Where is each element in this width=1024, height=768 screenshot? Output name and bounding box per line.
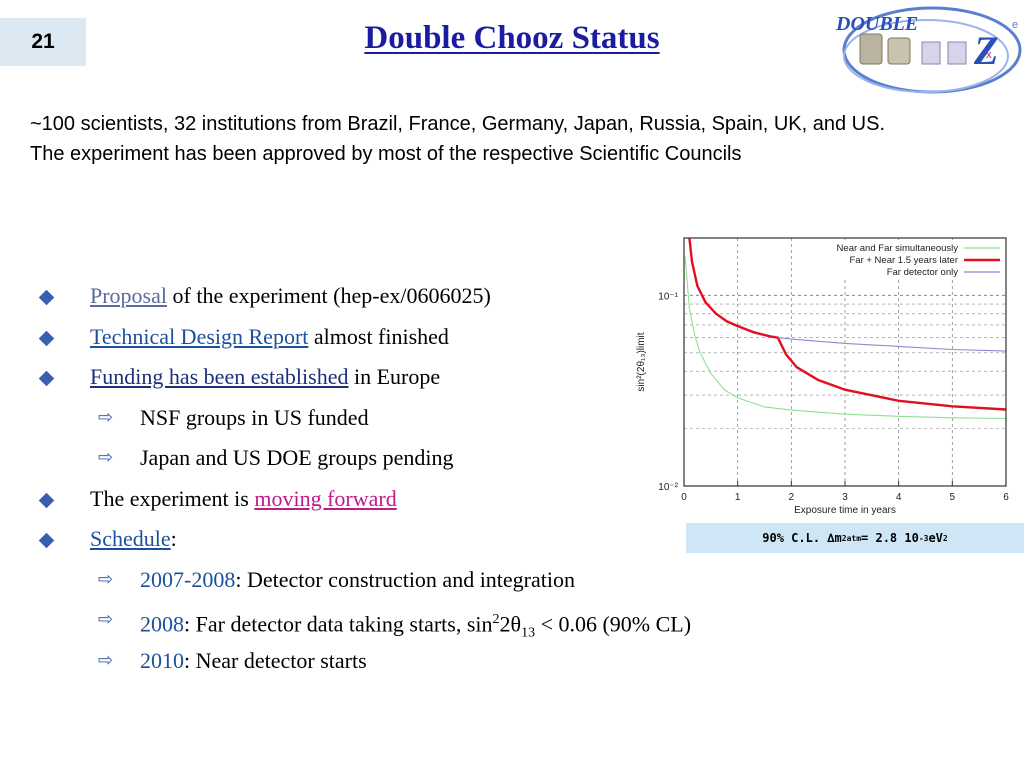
caption-dm-sup: 2 — [841, 533, 847, 543]
tdr-text: almost finished — [308, 323, 449, 349]
x-axis-label: Exposure time in years — [794, 505, 896, 516]
intro-text: ~100 scientists, 32 institutions from Br… — [30, 109, 1000, 169]
slide-number: 21 — [0, 18, 86, 66]
limit-text: < 0.06 (90% CL) — [535, 611, 692, 637]
caption-unit-sup: 2 — [942, 533, 948, 543]
diamond-bullet-icon — [38, 359, 55, 395]
series-line — [777, 337, 1007, 352]
y-tick-label: 10⁻² — [658, 482, 678, 493]
logo-graphic: Z x e DOUBLE — [835, 6, 1022, 94]
bullet-tdr: Technical Design Report almost finished — [38, 319, 888, 360]
x-tick-label: 4 — [896, 492, 902, 503]
page-title: Double Chooz Status — [364, 20, 660, 56]
x-tick-label: 3 — [842, 492, 848, 503]
diamond-bullet-icon — [38, 481, 55, 517]
status-bullet-list: Proposal of the experiment (hep-ex/06060… — [38, 278, 888, 683]
svg-text:x: x — [986, 49, 992, 61]
sub-bullet-nsf: ⇨ NSF groups in US funded — [38, 400, 888, 441]
arrow-bullet-icon: ⇨ — [98, 568, 114, 590]
moving-forward-prefix: The experiment is — [90, 485, 255, 511]
caption-value: = 2.8 10 — [861, 531, 919, 545]
near-detector-text: : Near detector starts — [184, 647, 367, 673]
funding-text: in Europe — [348, 364, 441, 389]
x-tick-label: 0 — [681, 492, 687, 503]
sensitivity-chart-svg: 0 1 2 3 4 5 6 10⁻² 10⁻¹ Near and Far simultaneou… — [636, 237, 1009, 516]
diamond-bullet-icon — [38, 319, 55, 355]
x-tick-label: 5 — [950, 492, 956, 503]
x-tick-label: 1 — [735, 492, 741, 503]
x-tick-label: 2 — [789, 492, 795, 503]
japan-doe-text: Japan and US DOE groups pending — [140, 445, 454, 470]
series-line — [684, 256, 1007, 420]
chart-caption: 90% C.L. ∆m 2 atm = 2.8 10 -3 eV 2 — [686, 523, 1024, 553]
year-2008: 2008 — [140, 611, 184, 637]
bullet-moving-forward: The experiment is moving forward — [38, 481, 888, 522]
intro-line-approval: The experiment has been approved by most… — [30, 143, 742, 165]
schedule-colon: : — [170, 526, 177, 551]
arrow-bullet-icon: ⇨ — [98, 447, 114, 468]
arrow-bullet-icon: ⇨ — [98, 649, 114, 671]
double-chooz-logo: Z x e DOUBLE — [826, 0, 1024, 110]
tdr-link[interactable]: Technical Design Report — [90, 323, 309, 349]
caption-exponent: -3 — [918, 533, 929, 543]
legend-entry: Far detector only — [887, 267, 959, 278]
caption-unit: eV — [928, 531, 943, 545]
year-2010: 2010 — [140, 647, 184, 673]
legend-entry: Far + Near 1.5 years later — [849, 255, 958, 266]
y-axis-label: sin²(2θ₁₃)limit — [636, 332, 647, 391]
sub-bullet-japan-doe: ⇨ Japan and US DOE groups pending — [38, 440, 888, 481]
series-line — [688, 237, 1007, 411]
nsf-text: NSF groups in US funded — [140, 404, 369, 430]
diamond-bullet-icon — [38, 278, 55, 314]
caption-dm: ∆m — [827, 531, 842, 545]
two-theta: 2θ — [499, 611, 522, 637]
svg-text:Z: Z — [973, 28, 998, 73]
y-tick-label: 10⁻¹ — [658, 291, 678, 302]
far-detector-text: : Far detector data taking starts, sin — [184, 611, 493, 637]
x-tick-label: 6 — [1003, 492, 1009, 503]
sensitivity-chart: 0 1 2 3 4 5 6 10⁻² 10⁻¹ Near and Far simultaneou… — [632, 232, 1024, 520]
arrow-bullet-icon: ⇨ — [98, 406, 114, 428]
diamond-bullet-icon — [38, 521, 55, 557]
logo-text: DOUBLE — [835, 13, 918, 35]
bullet-schedule: Schedule: — [38, 521, 888, 562]
moving-forward-link[interactable]: moving forward — [254, 485, 397, 511]
legend-entry: Near and Far simultaneously — [837, 243, 959, 254]
bullet-funding: Funding has been established in Europe — [38, 359, 888, 400]
caption-prefix: 90% C.L. — [762, 531, 821, 545]
funding-link[interactable]: Funding has been established — [90, 364, 349, 389]
schedule-link[interactable]: Schedule — [90, 526, 171, 551]
theta-subscript: 13 — [521, 625, 536, 641]
chart-ticks: 0 1 2 3 4 5 6 10⁻² 10⁻¹ — [658, 291, 1009, 503]
caption-atm: atm — [846, 533, 862, 543]
arrow-bullet-icon: ⇨ — [98, 609, 114, 630]
sub-bullet-2007-2008: ⇨ 2007-2008: Detector construction and i… — [38, 562, 888, 603]
proposal-link[interactable]: Proposal — [90, 283, 167, 308]
intro-line-collaboration: ~100 scientists, 32 institutions from Br… — [30, 113, 886, 135]
svg-text:e: e — [1012, 19, 1018, 31]
proposal-text: of the experiment (hep-ex/0606025) — [167, 283, 491, 308]
sub-bullet-2008: ⇨ 2008: Far detector data taking starts,… — [38, 602, 888, 643]
construction-text: : Detector construction and integration — [235, 566, 575, 592]
sin-exponent: 2 — [492, 612, 500, 627]
year-2007-2008: 2007-2008 — [140, 566, 236, 592]
bullet-proposal: Proposal of the experiment (hep-ex/06060… — [38, 278, 888, 319]
sub-bullet-2010: ⇨ 2010: Near detector starts — [38, 643, 888, 684]
chart-series — [684, 237, 1007, 420]
